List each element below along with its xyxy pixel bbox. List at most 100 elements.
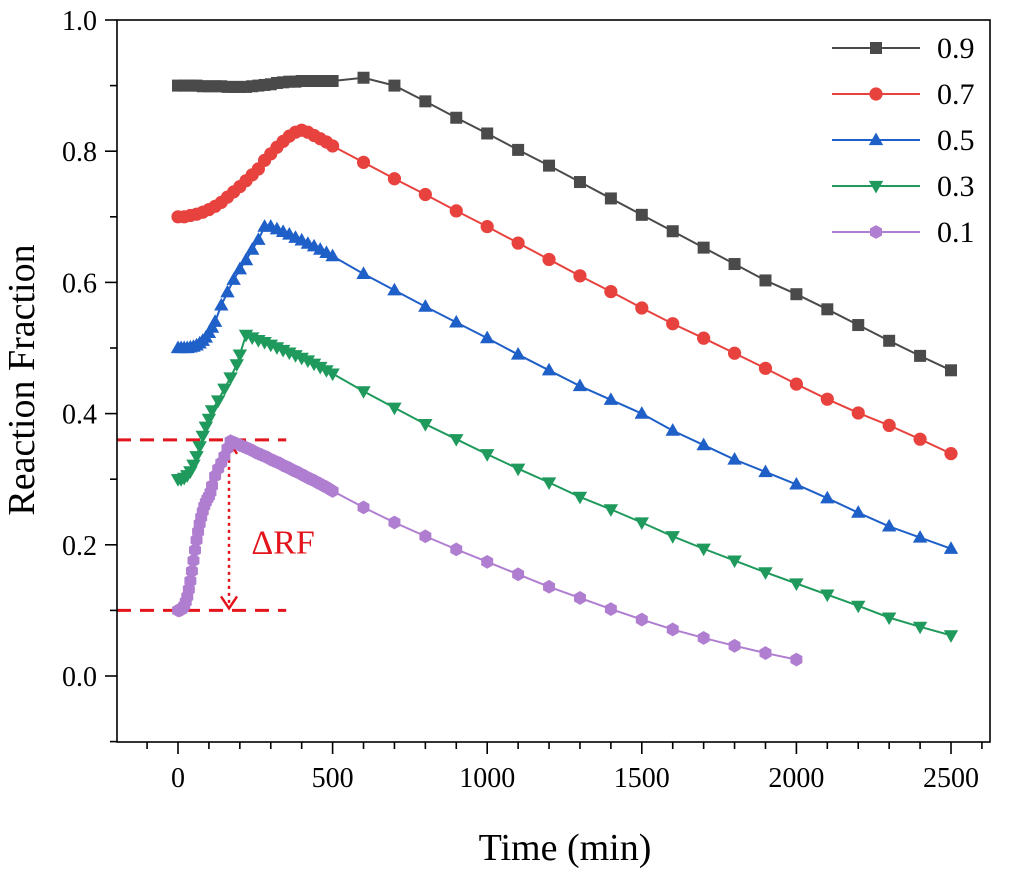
data-point <box>357 71 370 84</box>
data-point <box>449 204 463 218</box>
data-point <box>387 172 402 186</box>
x-tick-label: 500 <box>312 763 354 794</box>
data-point <box>635 612 648 627</box>
data-point <box>229 359 244 372</box>
data-point <box>512 567 525 582</box>
legend-marker <box>869 87 883 101</box>
data-point <box>356 155 371 169</box>
data-point <box>635 301 649 315</box>
data-point <box>881 518 897 532</box>
data-point <box>603 504 619 517</box>
data-point <box>357 500 370 515</box>
data-point <box>325 368 340 382</box>
data-point <box>481 127 494 140</box>
legend-entry: 0.5 <box>832 124 975 157</box>
data-point <box>204 405 220 418</box>
data-point <box>251 232 266 245</box>
data-point <box>387 402 402 416</box>
data-point <box>727 452 742 465</box>
data-point <box>851 505 866 518</box>
data-point <box>789 476 804 490</box>
data-point <box>541 477 557 490</box>
data-point <box>666 225 679 238</box>
x-tick-label: 0 <box>171 763 185 794</box>
annotations-layer: ΔRF <box>117 438 315 612</box>
delta-arrow-head-bottom <box>219 595 239 611</box>
series-0.3 <box>170 329 959 643</box>
data-point <box>912 621 928 635</box>
y-tick-label: 0.2 <box>62 531 97 562</box>
data-point <box>480 220 494 234</box>
data-point <box>789 377 804 391</box>
data-point <box>634 406 649 419</box>
series-line <box>178 333 952 637</box>
data-point <box>943 630 959 643</box>
legend-marker <box>870 225 882 239</box>
data-point <box>326 139 340 153</box>
data-point <box>512 143 525 156</box>
data-point <box>759 646 772 660</box>
data-point <box>573 591 586 605</box>
y-tick-label: 0.6 <box>62 268 97 299</box>
data-point <box>727 555 742 569</box>
data-point <box>326 75 339 88</box>
series-layer <box>170 71 959 667</box>
data-point <box>543 579 556 594</box>
data-point <box>821 303 834 316</box>
x-tick-label: 2000 <box>768 763 824 794</box>
data-point <box>759 274 772 287</box>
data-point <box>697 331 711 345</box>
legend-entry: 0.9 <box>832 32 975 65</box>
data-point <box>543 159 556 172</box>
legend: 0.9 0.7 0.5 0.3 0.1 <box>832 32 975 249</box>
series-line <box>178 225 952 550</box>
legend-label: 0.7 <box>937 78 975 111</box>
data-point <box>185 564 198 578</box>
data-point <box>573 269 587 283</box>
plot-frame <box>116 19 991 743</box>
data-point <box>326 484 339 498</box>
data-point <box>665 423 680 436</box>
data-point <box>387 282 402 296</box>
data-point <box>881 612 897 626</box>
data-point <box>573 176 586 189</box>
data-point <box>220 284 235 298</box>
data-point <box>820 490 835 504</box>
data-point <box>790 652 803 667</box>
x-axis-title: Time (min) <box>479 827 652 869</box>
series-line <box>178 76 952 372</box>
legend-entry: 0.1 <box>832 216 975 249</box>
data-point <box>480 449 495 462</box>
data-point <box>696 543 711 557</box>
data-point <box>696 437 711 451</box>
data-point <box>912 530 928 543</box>
data-point <box>207 314 223 327</box>
data-point <box>944 447 958 461</box>
data-point <box>510 347 526 360</box>
data-point <box>313 361 328 375</box>
x-tick-label: 2500 <box>923 763 979 794</box>
data-point <box>541 362 557 376</box>
data-point <box>418 299 433 312</box>
data-point <box>852 319 865 332</box>
x-tick-label: 1500 <box>614 763 670 794</box>
data-point <box>388 79 401 92</box>
data-point <box>634 517 649 530</box>
data-point <box>728 638 741 653</box>
data-point <box>604 192 617 205</box>
data-point <box>480 330 495 344</box>
data-point <box>195 430 210 444</box>
data-point <box>226 272 241 285</box>
data-point <box>217 383 232 397</box>
data-point <box>572 491 588 505</box>
data-point <box>214 297 229 311</box>
data-point <box>245 242 260 255</box>
legend-marker <box>870 42 882 54</box>
data-point <box>210 395 226 408</box>
data-point <box>603 392 619 405</box>
data-point <box>511 236 525 250</box>
data-point <box>820 589 835 603</box>
series-0.9 <box>172 71 957 377</box>
data-point <box>697 631 710 645</box>
